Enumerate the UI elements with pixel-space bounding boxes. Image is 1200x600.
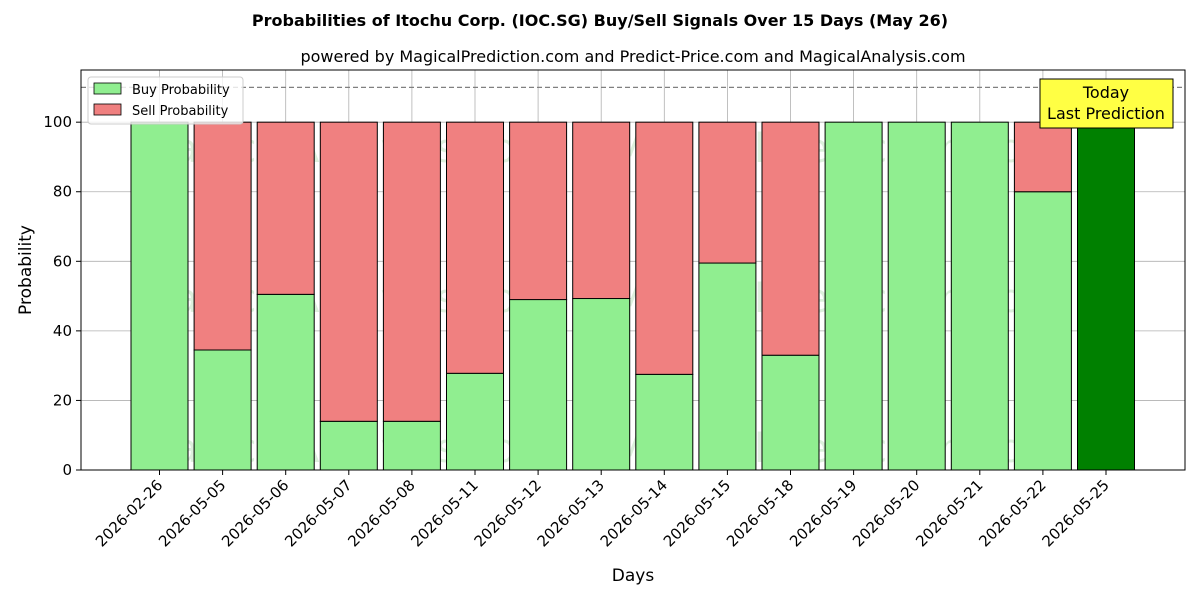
legend-buy-label: Buy Probability xyxy=(132,83,230,98)
today-annotation-line1: Today xyxy=(1082,83,1129,102)
bar-buy xyxy=(635,373,694,471)
legend-box xyxy=(87,76,244,125)
x-tick-label: 2026-02-26 xyxy=(92,476,166,550)
y-tick-label: 100 xyxy=(43,113,72,131)
bar-sell xyxy=(761,121,820,356)
plot-frame xyxy=(80,69,1186,471)
x-tick-label: 2026-05-25 xyxy=(1038,476,1112,550)
bar-buy xyxy=(1077,121,1135,471)
legend-sell-label: Sell Probability xyxy=(132,104,229,119)
x-tick-label: 2026-05-18 xyxy=(723,476,797,550)
bar-sell xyxy=(256,121,315,295)
bar-buy xyxy=(824,121,883,471)
bar-sell xyxy=(446,121,504,374)
x-axis-label: Days xyxy=(612,566,655,586)
x-tick-label: 2026-05-07 xyxy=(281,476,355,550)
bar-buy xyxy=(446,372,504,471)
bar-sell xyxy=(382,121,441,422)
bar-buy xyxy=(950,121,1009,471)
x-tick-label: 2026-05-20 xyxy=(849,476,923,550)
x-tick-label: 2026-05-08 xyxy=(344,476,418,550)
bar-sell xyxy=(319,121,378,422)
bar-buy xyxy=(698,262,757,471)
chart-title: Probabilities of Itochu Corp. (IOC.SG) B… xyxy=(252,11,948,30)
y-tick-label: 60 xyxy=(53,252,72,270)
x-tick-label: 2026-05-11 xyxy=(407,476,481,550)
today-annotation-line2: Last Prediction xyxy=(1047,104,1165,123)
bar-buy xyxy=(1013,191,1072,471)
bar-buy xyxy=(382,420,441,471)
bar-sell xyxy=(698,121,757,264)
x-tick-label: 2026-05-13 xyxy=(534,476,608,550)
x-tick-label: 2026-05-12 xyxy=(471,476,545,550)
y-tick-label: 0 xyxy=(62,461,72,479)
x-tick-label: 2026-05-14 xyxy=(597,476,671,550)
legend: Buy Probability Sell Probability xyxy=(87,76,244,125)
bar-sell xyxy=(572,121,631,300)
bar-sell xyxy=(635,121,694,375)
bar-buy xyxy=(887,121,946,471)
bar-buy xyxy=(193,349,252,471)
x-tick-label: 2026-05-05 xyxy=(155,476,229,550)
y-tick-label: 20 xyxy=(53,391,72,409)
bar-sell xyxy=(193,121,252,351)
chart-subtitle: powered by MagicalPrediction.com and Pre… xyxy=(300,47,965,66)
bar-sell xyxy=(1013,121,1072,193)
today-annotation: Today Last Prediction xyxy=(1039,78,1174,129)
x-tick-label: 2026-05-21 xyxy=(912,476,986,550)
y-tick-label: 40 xyxy=(53,322,72,340)
bar-buy xyxy=(319,420,378,471)
legend-buy-swatch xyxy=(93,82,122,95)
bar-buy xyxy=(761,354,820,471)
legend-sell-swatch xyxy=(93,103,122,116)
y-axis-label: Probability xyxy=(16,225,36,315)
bar-sell xyxy=(509,121,568,301)
x-tick-label: 2026-05-06 xyxy=(218,476,292,550)
bar-buy xyxy=(509,299,568,471)
x-tick-label: 2026-05-19 xyxy=(786,476,860,550)
y-tick-label: 80 xyxy=(53,183,72,201)
bar-buy xyxy=(572,298,631,471)
bars-layer xyxy=(130,121,1135,471)
x-tick-label: 2026-05-15 xyxy=(660,476,734,550)
bar-buy xyxy=(256,293,315,471)
x-tick-label: 2026-05-22 xyxy=(975,476,1049,550)
today-annotation-box xyxy=(1039,78,1174,129)
bar-buy xyxy=(130,121,189,471)
